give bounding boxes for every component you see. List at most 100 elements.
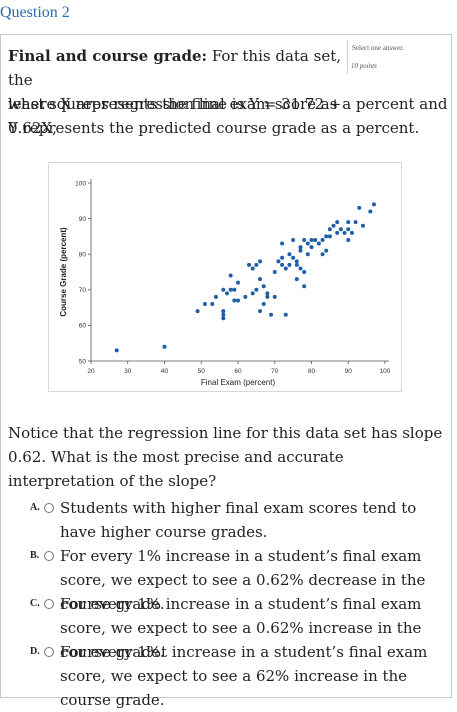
data-point (254, 262, 259, 267)
data-point (272, 294, 277, 299)
data-point (276, 259, 281, 264)
data-point (261, 284, 266, 289)
data-point (236, 298, 240, 303)
data-point (291, 237, 296, 242)
data-point (210, 302, 215, 307)
data-point (327, 234, 332, 239)
x-tick-label: 20 (87, 368, 95, 375)
data-point (320, 237, 325, 242)
data-point (335, 220, 340, 225)
data-point (228, 273, 233, 278)
data-point (360, 223, 365, 228)
data-point (287, 262, 292, 267)
data-point (269, 312, 274, 317)
data-point (232, 298, 237, 303)
y-tick-label: 70 (79, 287, 87, 294)
data-point (265, 291, 270, 296)
data-point (162, 344, 167, 349)
data-point (302, 284, 307, 289)
scatter-plot: 20 30 40 50 60 70 80 90 100 50 60 70 80 90 100 Final Ex… (48, 162, 402, 392)
option-c-radio[interactable] (44, 599, 54, 609)
stem-heading: Final and course grade: (8, 47, 208, 65)
data-point (346, 237, 351, 242)
data-point (283, 312, 288, 317)
data-point (280, 255, 285, 260)
stem-line1: For this data set, the (8, 47, 342, 89)
data-point (349, 230, 354, 235)
data-point (335, 230, 340, 235)
stem-line2: least squares regression line is Y = 31.… (8, 95, 342, 137)
option-b-radio[interactable] (44, 551, 54, 561)
data-point (294, 259, 299, 264)
data-point (309, 245, 314, 250)
data-point (324, 234, 329, 239)
data-point (272, 270, 277, 274)
x-tick-label: 50 (198, 368, 206, 375)
x-tick-label: 90 (345, 368, 353, 375)
data-point (316, 241, 321, 246)
stem-continuation: where X represents the final exam score … (8, 95, 448, 137)
scatter-plot-svg: 20 30 40 50 60 70 80 90 100 50 60 70 80 90 100 Final Ex… (59, 179, 391, 387)
data-point (258, 259, 263, 264)
x-tick-label: 30 (124, 368, 132, 375)
data-point (236, 280, 240, 285)
data-point (305, 241, 310, 246)
data-point (371, 202, 376, 207)
question-meta: Select one answer. 10 points (347, 40, 452, 74)
data-point (302, 237, 307, 242)
data-point (346, 220, 351, 225)
option-d-radio[interactable] (44, 647, 54, 657)
option-a-radio[interactable] (44, 503, 54, 513)
x-tick-label: 60 (234, 368, 242, 375)
data-point (224, 291, 229, 296)
data-point (228, 287, 233, 292)
data-point (309, 237, 314, 242)
data-point (213, 294, 218, 299)
question-prompt: Notice that the regression line for this… (8, 424, 443, 490)
data-point (338, 227, 343, 232)
data-point (357, 205, 362, 210)
data-point (195, 309, 200, 314)
x-axis-title: Final Exam (percent) (201, 378, 276, 387)
option-c-letter: C. (30, 598, 40, 609)
points-label: 10 points (351, 62, 377, 70)
data-point (298, 245, 303, 250)
data-point (221, 309, 226, 314)
data-point (221, 316, 226, 321)
data-point (353, 220, 358, 225)
data-point (368, 209, 373, 214)
option-d-letter: D. (30, 646, 40, 657)
data-point (243, 294, 248, 299)
data-point (291, 255, 296, 260)
x-tick-label: 100 (380, 368, 391, 375)
data-point (313, 237, 318, 242)
x-tick-label: 40 (161, 368, 169, 375)
data-point (261, 302, 266, 307)
question-panel (0, 34, 452, 698)
data-point (298, 266, 303, 271)
data-point (294, 277, 299, 282)
option-b-text: For every 1% increase in a student’s fin… (60, 547, 426, 613)
data-point (221, 287, 226, 292)
data-point (258, 277, 263, 282)
question-stem: Final and course grade: For this data se… (8, 44, 343, 140)
data-point (202, 302, 207, 307)
answer-instruction: Select one answer. (352, 44, 404, 52)
option-a-letter: A. (30, 502, 40, 513)
question-title: Question 2 (0, 4, 70, 21)
data-point (294, 262, 299, 267)
data-point (302, 270, 307, 274)
data-point (280, 262, 285, 267)
y-tick-label: 100 (75, 180, 86, 187)
y-axis-title: Course Grade (percent) (59, 227, 68, 317)
data-point (305, 252, 310, 257)
option-b-letter: B. (30, 550, 40, 561)
data-point (327, 227, 332, 232)
data-point (250, 291, 255, 296)
data-point (250, 266, 255, 271)
data-point (265, 294, 270, 299)
data-point (324, 248, 329, 253)
data-point (283, 266, 288, 271)
data-point (346, 227, 351, 232)
data-point (298, 248, 303, 253)
